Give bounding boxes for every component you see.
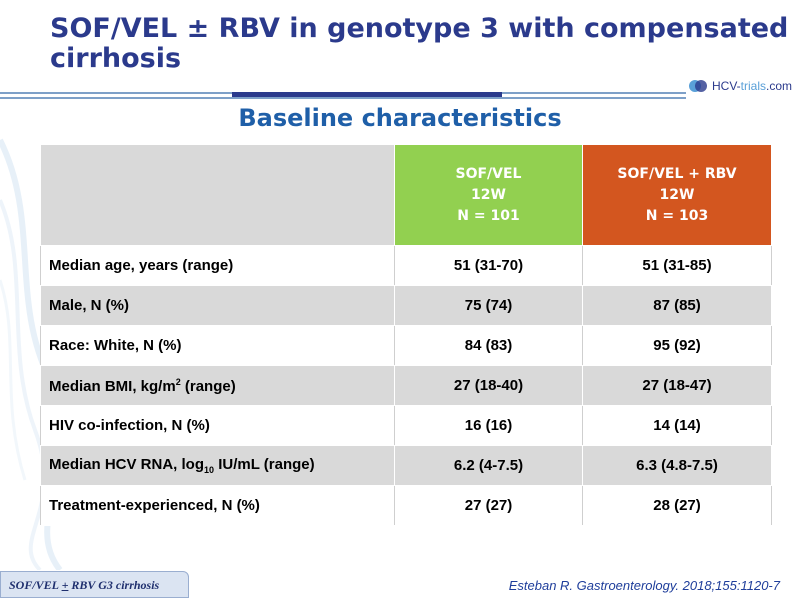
row-label: Male, N (%): [40, 285, 395, 326]
cell-value: 27 (18-47): [582, 365, 772, 406]
table-row: Treatment-experienced, N (%) 27 (27) 28 …: [40, 485, 772, 526]
cell-value: 16 (16): [394, 405, 583, 446]
cell-value: 27 (27): [394, 485, 583, 526]
cell-value: 6.2 (4-7.5): [394, 445, 583, 486]
cell-value: 28 (27): [582, 485, 772, 526]
table-row: HIV co-infection, N (%) 16 (16) 14 (14): [40, 405, 772, 446]
citation: Esteban R. Gastroenterology. 2018;155:11…: [508, 578, 780, 593]
row-label: Treatment-experienced, N (%): [40, 485, 395, 526]
title-divider-accent: [232, 92, 502, 97]
cell-value: 6.3 (4.8-7.5): [582, 445, 772, 486]
cell-value: 51 (31-70): [394, 245, 583, 286]
column-header-sof-vel: SOF/VEL 12W N = 101: [394, 144, 583, 246]
table-header-row: SOF/VEL 12W N = 101 SOF/VEL + RBV 12W N …: [40, 144, 772, 246]
cell-value: 87 (85): [582, 285, 772, 326]
table-row: Median age, years (range) 51 (31-70) 51 …: [40, 245, 772, 286]
table-row: Male, N (%) 75 (74) 87 (85): [40, 285, 772, 326]
cell-value: 51 (31-85): [582, 245, 772, 286]
hcv-trials-logo: HCV-trials.com: [688, 78, 792, 94]
row-label: Median HCV RNA, log10 IU/mL (range): [40, 445, 395, 486]
cell-value: 75 (74): [394, 285, 583, 326]
column-header-sof-vel-rbv: SOF/VEL + RBV 12W N = 103: [582, 144, 772, 246]
title-divider-lower: [0, 97, 686, 99]
header-empty-cell: [40, 144, 395, 246]
logo-text: HCV-trials.com: [712, 79, 793, 93]
cell-value: 27 (18-40): [394, 365, 583, 406]
cell-value: 84 (83): [394, 325, 583, 366]
logo-icon: [689, 80, 707, 92]
table-row: Median HCV RNA, log10 IU/mL (range) 6.2 …: [40, 445, 772, 486]
row-label: Median age, years (range): [40, 245, 395, 286]
cell-value: 14 (14): [582, 405, 772, 446]
row-label: Median BMI, kg/m2 (range): [40, 365, 395, 406]
table-row: Race: White, N (%) 84 (83) 95 (92): [40, 325, 772, 366]
row-label: Race: White, N (%): [40, 325, 395, 366]
baseline-characteristics-table: SOF/VEL 12W N = 101 SOF/VEL + RBV 12W N …: [40, 144, 772, 526]
table-row: Median BMI, kg/m2 (range) 27 (18-40) 27 …: [40, 365, 772, 406]
footer-study-tab: SOF/VEL + RBV G3 cirrhosis: [0, 571, 189, 598]
section-subtitle: Baseline characteristics: [238, 104, 562, 132]
cell-value: 95 (92): [582, 325, 772, 366]
slide-title: SOF/VEL ± RBV in genotype 3 with compens…: [50, 13, 789, 74]
row-label: HIV co-infection, N (%): [40, 405, 395, 446]
